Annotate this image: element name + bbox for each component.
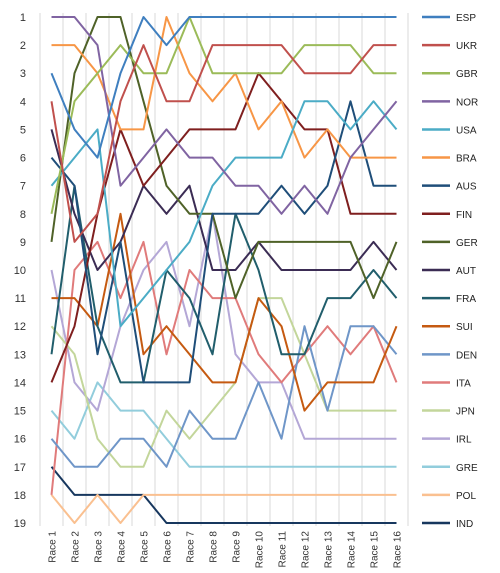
legend-label: DEN bbox=[456, 350, 477, 361]
legend-label: POL bbox=[456, 491, 476, 502]
series-line-sui bbox=[51, 212, 398, 412]
legend-label: UKR bbox=[456, 41, 477, 52]
x-tick-label: Race 9 bbox=[232, 531, 243, 563]
x-tick-label: Race 11 bbox=[278, 531, 289, 568]
y-tick-label: 14 bbox=[14, 377, 26, 389]
y-tick-label: 18 bbox=[14, 490, 26, 502]
x-tick-label: Race 3 bbox=[94, 531, 105, 563]
x-tick-label: Race 10 bbox=[255, 531, 266, 569]
x-tick-label: Race 16 bbox=[393, 531, 404, 569]
legend-label: SUI bbox=[456, 322, 473, 333]
x-tick-label: Race 2 bbox=[71, 531, 82, 563]
series-line-ind bbox=[50, 466, 397, 524]
legend: ESP UKR GBR NOR USA BRA AUS FIN GER AUT FRA SUI DEN I… bbox=[422, 13, 478, 530]
y-tick-label: 11 bbox=[15, 293, 26, 305]
x-axis: Race 1 Race 2 Race 3 Race 4 Race 5 Race 6 Race… bbox=[48, 531, 404, 569]
legend-label: FRA bbox=[456, 294, 476, 305]
x-tick-label: Race 7 bbox=[186, 531, 197, 563]
series-line-ger bbox=[50, 16, 398, 300]
legend-label: FIN bbox=[456, 210, 472, 221]
x-tick-label: Race 13 bbox=[324, 531, 335, 569]
x-tick-label: Race 8 bbox=[209, 531, 220, 563]
legend-label: GBR bbox=[456, 69, 478, 80]
legend-label: BRA bbox=[456, 154, 477, 165]
legend-label: ESP bbox=[456, 13, 476, 24]
y-tick-label: 8 bbox=[20, 209, 26, 221]
y-tick-label: 1 bbox=[20, 12, 26, 24]
series-line-esp bbox=[50, 16, 397, 159]
series-line-gbr bbox=[50, 16, 397, 215]
legend-label: GRE bbox=[456, 463, 478, 474]
series-lines bbox=[50, 16, 398, 524]
x-tick-label: Race 1 bbox=[48, 531, 59, 563]
x-tick-label: Race 12 bbox=[301, 531, 312, 569]
x-tick-label: Race 4 bbox=[117, 531, 128, 563]
y-tick-label: 4 bbox=[20, 96, 26, 108]
x-tick-label: Race 5 bbox=[140, 531, 151, 563]
legend-label: USA bbox=[456, 125, 477, 136]
series-line-fin bbox=[50, 72, 397, 383]
y-tick-label: 12 bbox=[14, 321, 26, 333]
x-tick-label: Race 6 bbox=[163, 531, 174, 563]
series-line-pol bbox=[50, 493, 397, 524]
y-tick-label: 13 bbox=[14, 349, 26, 361]
series-line-den bbox=[50, 325, 398, 468]
y-tick-label: 16 bbox=[14, 434, 26, 446]
legend-label: AUS bbox=[456, 182, 477, 193]
y-tick-label: 17 bbox=[14, 462, 26, 474]
series-line-ukr bbox=[50, 44, 397, 243]
legend-label: GER bbox=[456, 238, 478, 249]
series-line-gre bbox=[50, 381, 397, 468]
series-line-aut bbox=[50, 129, 398, 271]
legend-label: ITA bbox=[456, 378, 471, 389]
y-tick-label: 3 bbox=[20, 68, 26, 80]
y-tick-label: 10 bbox=[14, 265, 26, 277]
series-line-bra bbox=[51, 16, 397, 159]
x-tick-label: Race 15 bbox=[370, 531, 381, 569]
legend-label: AUT bbox=[456, 266, 476, 277]
legend-label: IRL bbox=[456, 435, 472, 446]
legend-label: NOR bbox=[456, 97, 478, 108]
y-tick-label: 19 bbox=[14, 518, 26, 530]
y-tick-label: 2 bbox=[20, 40, 26, 52]
y-tick-label: 15 bbox=[14, 406, 26, 418]
legend-label: IND bbox=[456, 519, 473, 530]
legend-label: JPN bbox=[456, 407, 475, 418]
y-tick-label: 9 bbox=[20, 237, 26, 249]
x-tick-label: Race 14 bbox=[347, 531, 358, 569]
y-tick-label: 7 bbox=[20, 181, 26, 193]
y-tick-label: 5 bbox=[20, 124, 26, 136]
y-tick-label: 6 bbox=[20, 153, 26, 165]
series-line-fra bbox=[50, 184, 398, 384]
